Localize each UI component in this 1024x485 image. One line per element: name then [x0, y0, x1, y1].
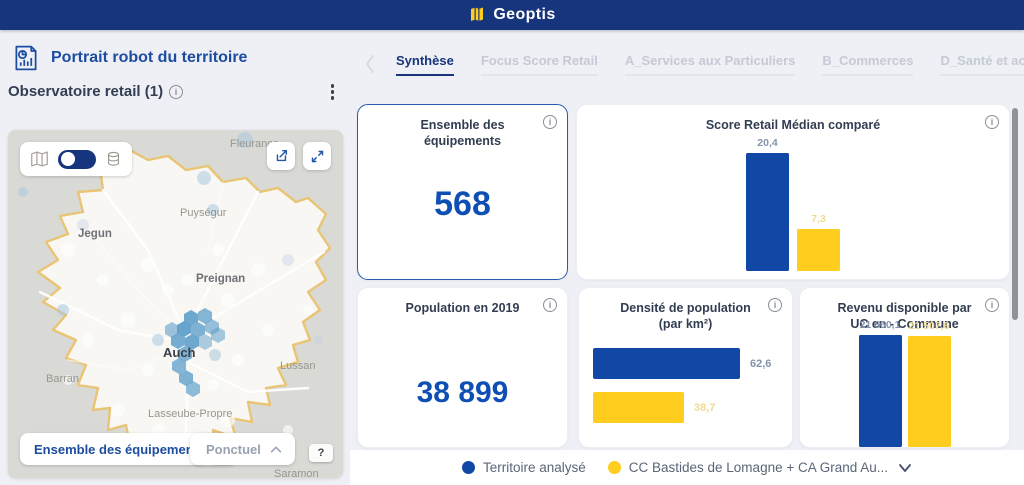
bar-value-label: 21 660,1 — [859, 319, 901, 331]
bar-column: 21 660,1 — [858, 319, 902, 447]
display-mode-button[interactable]: Ponctuel — [190, 433, 295, 465]
app-header: Geoptis — [0, 0, 1024, 30]
kpi-value: 38 899 — [416, 376, 509, 409]
bar-value-label: 20,4 — [757, 137, 778, 149]
tab-commerces[interactable]: B_Commerces — [822, 53, 914, 76]
card-score-retail-median[interactable]: Score Retail Médian comparé 20,4 7,3 — [576, 104, 1010, 280]
bar[interactable] — [858, 335, 902, 447]
legend-label: Territoire analysé — [482, 460, 586, 475]
display-mode-label: Ponctuel — [206, 441, 261, 457]
card-title: Densité de population (par km²) — [620, 301, 751, 332]
geoptis-logo-icon — [468, 6, 486, 24]
page-title: Portrait robot du territoire — [51, 49, 248, 66]
left-panel: Portrait robot du territoire Observatoir… — [0, 30, 350, 485]
section-title: Observatoire retail (1) — [8, 83, 164, 101]
card-ensemble-equipements[interactable]: Ensemble des équipements 568 — [357, 104, 568, 280]
bar-column: 7,3 — [797, 213, 840, 271]
bar[interactable] — [593, 348, 740, 379]
tabs-scroll-left-icon[interactable] — [358, 50, 382, 78]
info-icon[interactable] — [543, 298, 557, 312]
help-button[interactable]: ? — [309, 444, 333, 462]
info-icon[interactable] — [768, 298, 782, 312]
bar-chart: 20,4 7,3 — [577, 135, 1009, 271]
chart-legend: Territoire analysé CC Bastides de Lomagn… — [350, 450, 1024, 485]
legend-label: CC Bastides de Lomagne + CA Grand Au... — [628, 460, 889, 475]
bar-row: 62,6 — [593, 348, 786, 379]
bar[interactable] — [593, 392, 684, 423]
report-icon — [12, 44, 40, 72]
card-densite-population[interactable]: Densité de population (par km²) 62,6 38,7 — [578, 287, 793, 448]
info-icon[interactable] — [169, 84, 184, 99]
bar-column: 21 507,6 — [907, 320, 951, 447]
brand-name: Geoptis — [493, 6, 556, 23]
card-title: Score Retail Médian comparé — [705, 118, 881, 132]
vertical-scrollbar[interactable] — [1012, 108, 1018, 320]
tabs: Synthèse Focus Score Retail A_Services a… — [396, 53, 1024, 76]
legend-item-territoire: Territoire analysé — [461, 460, 586, 475]
tab-services-aux-particuliers[interactable]: A_Services aux Particuliers — [624, 53, 796, 76]
bar-chart: 62,6 38,7 — [593, 348, 786, 436]
database-icon[interactable] — [105, 151, 122, 168]
info-icon[interactable] — [543, 115, 557, 129]
bar-column: 20,4 — [746, 137, 789, 271]
card-title: Ensemble des équipements — [420, 118, 505, 149]
info-icon[interactable] — [985, 115, 999, 129]
tab-focus-score-retail[interactable]: Focus Score Retail — [480, 53, 598, 76]
bar-row: 38,7 — [593, 392, 786, 423]
bar-value-label: 21 507,6 — [908, 320, 950, 332]
map-label: Preignan — [196, 273, 245, 285]
share-map-button[interactable] — [267, 142, 295, 170]
kebab-menu-icon[interactable] — [323, 80, 343, 104]
card-population-2019[interactable]: Population en 2019 38 899 — [357, 287, 568, 448]
map-label: Saramon — [274, 468, 319, 478]
card-title: Revenu disponible par UC en - Commune — [837, 301, 972, 332]
map-label: Barran — [46, 373, 79, 385]
info-icon[interactable] — [985, 298, 999, 312]
tabs-bar: Synthèse Focus Score Retail A_Services a… — [358, 45, 1024, 83]
section-header: Observatoire retail (1) — [8, 80, 342, 104]
legend-dot-yellow — [607, 461, 621, 474]
tab-synthese[interactable]: Synthèse — [396, 53, 454, 76]
map-label: Lasseube-Propre — [148, 408, 232, 420]
basemap-svg: Fleurance Puységur Jegun Preignan Auch B… — [8, 130, 343, 478]
legend-item-comparison: CC Bastides de Lomagne + CA Grand Au... — [607, 460, 912, 475]
fullscreen-map-button[interactable] — [303, 142, 331, 170]
tab-sante-action-sociale[interactable]: D_Santé et action sociale — [940, 53, 1024, 76]
map-label: Jegun — [78, 228, 112, 240]
chevron-down-icon[interactable] — [898, 463, 912, 473]
bar-value-label: 7,3 — [811, 213, 826, 225]
folded-map-icon[interactable] — [30, 151, 49, 167]
bar[interactable] — [746, 153, 789, 271]
page-title-row: Portrait robot du territoire — [12, 44, 247, 72]
kpi-value: 568 — [434, 185, 491, 223]
bar-value-label: 38,7 — [694, 401, 716, 414]
map-canvas[interactable]: Fleurance Puységur Jegun Preignan Auch B… — [8, 130, 343, 478]
legend-dot-blue — [461, 461, 475, 474]
bar-value-label: 62,6 — [750, 357, 772, 370]
card-title: Population en 2019 — [405, 301, 520, 315]
card-revenu-disponible[interactable]: Revenu disponible par UC en - Commune 21… — [799, 287, 1010, 448]
bar-chart: 21 660,1 21 507,6 — [800, 317, 1009, 447]
map-label: Puységur — [180, 207, 227, 219]
map-label: Auch — [163, 345, 196, 360]
map-label: Fleurance — [230, 138, 279, 150]
layer-selector-label: Ensemble des équipemen... — [34, 441, 205, 457]
bar[interactable] — [797, 229, 840, 271]
chevron-up-icon — [269, 444, 283, 455]
map-layer-controls — [20, 142, 132, 176]
map-label: Lussan — [280, 360, 315, 372]
bar[interactable] — [907, 336, 951, 447]
map-mode-toggle[interactable] — [58, 149, 96, 169]
